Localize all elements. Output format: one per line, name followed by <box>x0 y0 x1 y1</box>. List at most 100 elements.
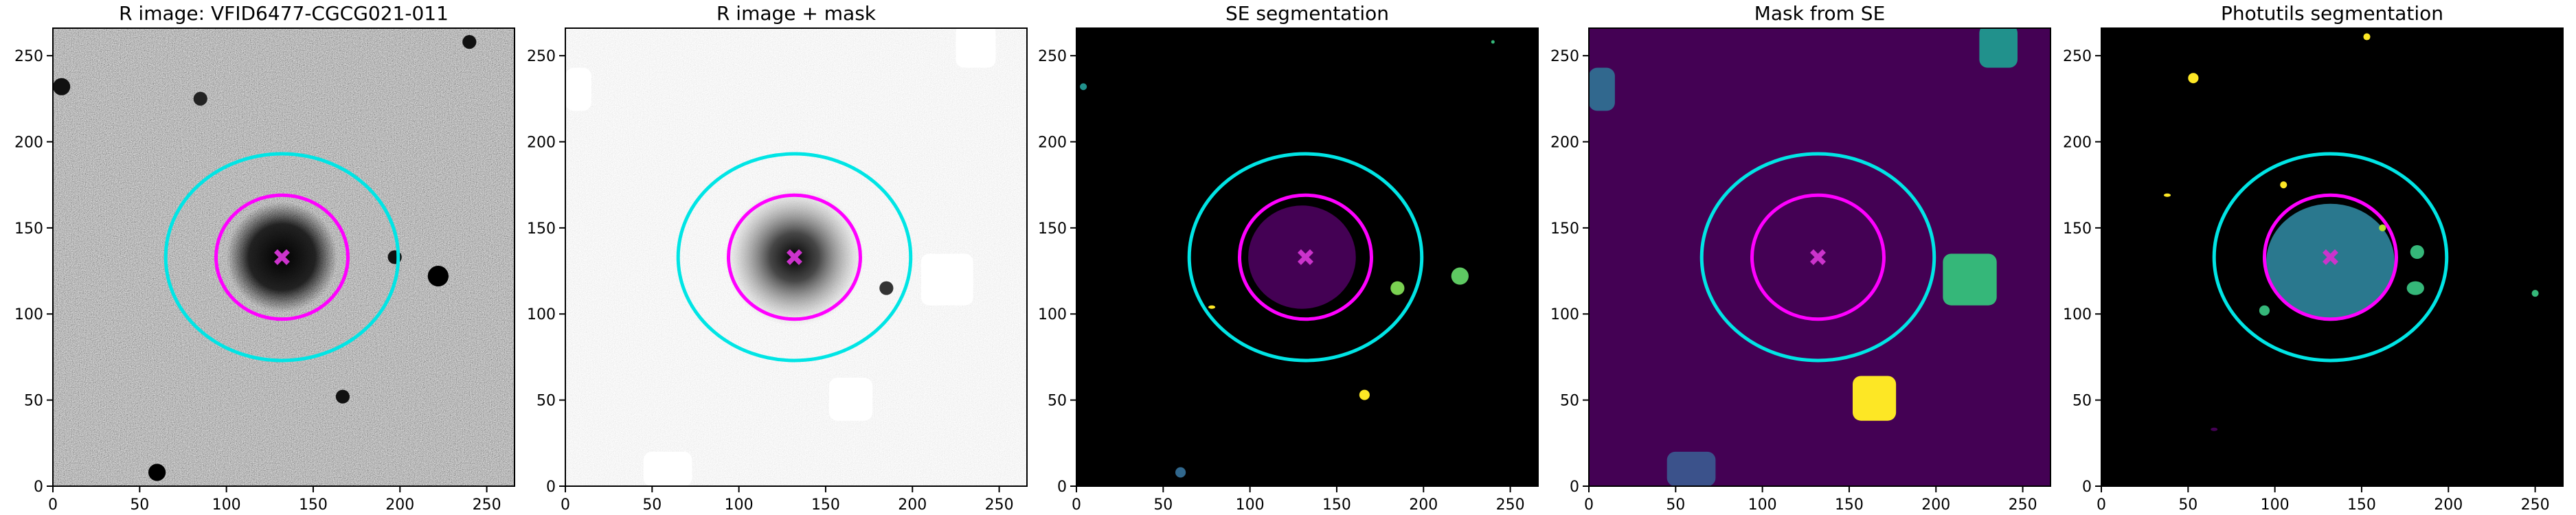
aperture-ellipse <box>1750 193 1886 321</box>
aperture-ellipse <box>1699 152 1936 363</box>
mask-region <box>1853 376 1897 421</box>
mask-region <box>956 28 996 68</box>
mask-region <box>565 67 591 111</box>
source-blob <box>2410 244 2424 260</box>
source-blob <box>2163 193 2171 197</box>
center-marker <box>1809 249 1826 265</box>
x-tick-label: 100 <box>1236 496 1265 514</box>
aperture-ellipse <box>2262 193 2398 321</box>
source-blob <box>2406 281 2424 295</box>
mask-region <box>643 451 692 486</box>
x-tick-label: 50 <box>642 496 662 514</box>
y-tick-label: 200 <box>1550 134 1579 151</box>
y-tick-label: 250 <box>527 48 556 65</box>
x-tick-label: 200 <box>385 496 414 514</box>
y-tick-label: 0 <box>546 479 556 496</box>
panel: 0 50 100 150 200 250 0 50 100 150 200 250 SE segment… <box>1038 2 1539 514</box>
y-tick-label: 200 <box>2063 134 2092 151</box>
x-tick-label: 250 <box>1496 496 1525 514</box>
panel-title: Mask from SE <box>1754 2 1886 25</box>
source-blob <box>2259 305 2270 316</box>
x-tick-label: 150 <box>811 496 840 514</box>
x-tick-label: 150 <box>1322 496 1351 514</box>
panel: 0 50 100 150 200 250 0 50 100 150 200 250 R image: V… <box>14 2 515 514</box>
y-tick-label: 100 <box>14 306 43 323</box>
y-tick-label: 150 <box>2063 220 2092 238</box>
axes-frame <box>52 27 515 487</box>
source-blob <box>148 464 166 481</box>
y-tick-label: 50 <box>536 393 556 410</box>
x-tick-label: 250 <box>2009 496 2037 514</box>
y-tick-label: 200 <box>1038 134 1067 151</box>
aperture-ellipse <box>2212 152 2449 363</box>
mask-region <box>829 378 873 421</box>
x-tick-label: 200 <box>2434 496 2463 514</box>
axes-frame <box>1588 27 2051 487</box>
y-tick-label: 250 <box>2063 48 2092 65</box>
center-marker <box>273 249 290 265</box>
source-blob <box>1390 281 1405 295</box>
source-blob <box>1248 205 1356 309</box>
panel-title: R image: VFID6477-CGCG021-011 <box>119 2 449 25</box>
panel: 0 50 100 150 200 250 0 50 100 150 200 250 R image + … <box>527 2 1028 514</box>
x-tick-label: 0 <box>2097 496 2106 514</box>
source-blob <box>335 389 350 404</box>
x-tick-label: 50 <box>130 496 149 514</box>
y-tick-label: 0 <box>1057 479 1067 496</box>
mask-region <box>1979 28 2018 68</box>
y-tick-label: 50 <box>1560 393 1579 410</box>
center-marker <box>1297 249 1313 265</box>
axes-frame <box>1076 27 1539 487</box>
source-blob <box>1208 305 1216 309</box>
y-tick-label: 100 <box>527 306 556 323</box>
source-blob <box>2211 427 2218 431</box>
y-tick-label: 250 <box>1038 48 1067 65</box>
y-tick-label: 0 <box>1570 479 1579 496</box>
aperture-ellipse <box>1187 152 1424 363</box>
x-tick-label: 0 <box>1584 496 1594 514</box>
aperture-ellipse <box>726 193 862 321</box>
y-tick-label: 150 <box>14 220 43 238</box>
x-tick-label: 150 <box>299 496 328 514</box>
center-marker <box>786 249 802 265</box>
aperture-ellipse <box>163 152 400 363</box>
x-tick-label: 150 <box>1835 496 1864 514</box>
x-tick-label: 50 <box>2178 496 2197 514</box>
aperture-ellipse <box>214 193 350 321</box>
x-tick-label: 0 <box>1072 496 1081 514</box>
mask-region <box>920 253 973 306</box>
y-tick-label: 100 <box>1038 306 1067 323</box>
mask-region <box>1667 451 1716 486</box>
source-blob <box>53 78 71 95</box>
source-blob <box>1080 83 1087 91</box>
y-tick-label: 50 <box>1048 393 1067 410</box>
y-tick-label: 50 <box>24 393 43 410</box>
panel: 0 50 100 150 200 250 0 50 100 150 200 250 Mask from … <box>1550 2 2051 514</box>
axes-frame <box>565 27 1028 487</box>
y-tick-label: 50 <box>2072 393 2092 410</box>
mask-region <box>1589 67 1615 111</box>
source-blob <box>2531 290 2539 297</box>
y-tick-label: 250 <box>1550 48 1579 65</box>
source-blob <box>462 35 477 49</box>
x-tick-label: 250 <box>2521 496 2550 514</box>
y-tick-label: 100 <box>2063 306 2092 323</box>
y-tick-label: 0 <box>2082 479 2092 496</box>
source-blob <box>1175 467 1186 478</box>
axes-frame <box>2101 27 2564 487</box>
y-tick-label: 100 <box>1550 306 1579 323</box>
panel-title: SE segmentation <box>1225 2 1389 25</box>
source-blob <box>193 91 207 106</box>
x-tick-label: 250 <box>473 496 501 514</box>
source-blob <box>2363 33 2371 41</box>
y-tick-label: 150 <box>1038 220 1067 238</box>
x-tick-label: 0 <box>561 496 570 514</box>
source-blob <box>2266 203 2395 321</box>
x-tick-label: 100 <box>212 496 241 514</box>
source-blob <box>1359 389 1370 400</box>
center-marker <box>2322 249 2338 265</box>
y-tick-label: 0 <box>34 479 43 496</box>
source-blob <box>427 266 449 287</box>
x-tick-label: 200 <box>898 496 927 514</box>
